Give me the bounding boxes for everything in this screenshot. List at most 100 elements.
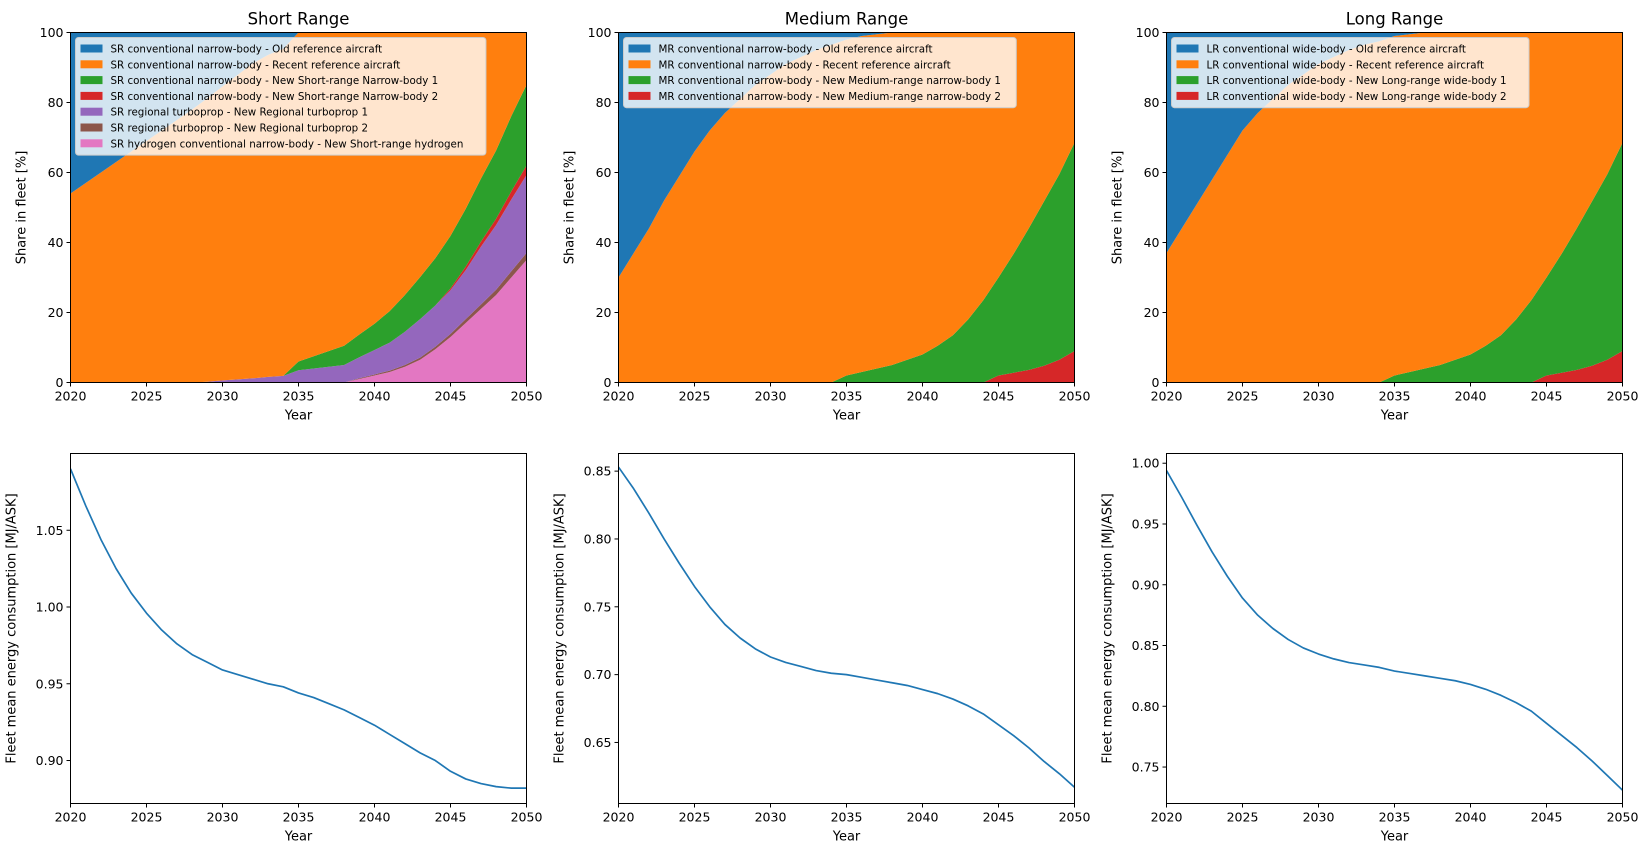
y-axis-label: Fleet mean energy consumption [MJ/ASK] xyxy=(5,493,20,763)
plot-area xyxy=(618,466,1075,788)
long-range-share-chart: 2020 2025 2030 2035 2040 2045 2050020406080100… xyxy=(1111,10,1639,424)
x-tick-label: 2040 xyxy=(1455,810,1487,825)
x-tick-label: 2035 xyxy=(831,810,863,825)
x-tick-label: 2030 xyxy=(755,810,787,825)
x-axis-label: Year xyxy=(832,830,861,845)
legend-swatch xyxy=(628,91,651,100)
y-tick-label: 20 xyxy=(48,305,64,320)
y-tick-label: 0 xyxy=(56,375,64,390)
energy-line xyxy=(1166,470,1623,791)
x-axis-label: Year xyxy=(1380,409,1409,424)
x-tick-label: 2030 xyxy=(207,389,239,404)
y-tick-label: 0.85 xyxy=(1132,638,1160,653)
y-tick-label: 0.90 xyxy=(36,753,64,768)
y-tick-label: 40 xyxy=(1144,235,1160,250)
y-tick-label: 80 xyxy=(596,95,612,110)
x-tick-label: 2035 xyxy=(831,389,863,404)
x-tick-label: 2035 xyxy=(1379,389,1411,404)
area-series-0 xyxy=(70,260,527,383)
x-tick-label: 2025 xyxy=(1227,810,1259,825)
y-tick-label: 0 xyxy=(1152,375,1160,390)
x-tick-label: 2030 xyxy=(207,810,239,825)
chart-title: Long Range xyxy=(1346,10,1443,29)
y-tick-label: 0.80 xyxy=(584,531,612,546)
plot-area xyxy=(70,468,527,789)
x-tick-label: 2040 xyxy=(907,389,939,404)
y-tick-label: 20 xyxy=(596,305,612,320)
legend-label: SR regional turboprop - New Regional tur… xyxy=(111,123,369,135)
chart-title: Short Range xyxy=(248,10,350,29)
y-axis-label: Share in fleet [%] xyxy=(1111,151,1126,265)
x-tick-label: 2045 xyxy=(983,389,1015,404)
x-tick-label: 2030 xyxy=(1303,389,1335,404)
x-tick-label: 2040 xyxy=(1455,389,1487,404)
x-tick-label: 2035 xyxy=(1379,810,1411,825)
area-series-4 xyxy=(70,85,527,383)
x-tick-label: 2020 xyxy=(1151,810,1183,825)
legend-label: SR conventional narrow-body - New Short-… xyxy=(111,75,439,87)
y-axis-label: Share in fleet [%] xyxy=(563,151,578,265)
legend-label: SR conventional narrow-body - Recent ref… xyxy=(111,59,401,71)
legend-swatch xyxy=(628,44,651,53)
y-tick-label: 80 xyxy=(1144,95,1160,110)
legend-swatch xyxy=(80,76,103,85)
x-tick-label: 2050 xyxy=(1059,389,1091,404)
x-tick-label: 2045 xyxy=(1531,810,1563,825)
y-tick-label: 0.80 xyxy=(1132,699,1160,714)
legend-swatch xyxy=(80,139,103,148)
x-tick-label: 2035 xyxy=(283,389,315,404)
legend-swatch xyxy=(1176,60,1199,69)
x-tick-label: 2025 xyxy=(679,389,711,404)
x-tick-label: 2020 xyxy=(55,810,87,825)
x-axis-label: Year xyxy=(1380,830,1409,845)
legend: LR conventional wide-body - Old referenc… xyxy=(1171,37,1530,109)
medium-range-energy-chart: 2020 2025 2030 2035 2040 2045 2050 0.65 0.70 0.75… xyxy=(553,453,1091,845)
area-series-0 xyxy=(1166,351,1623,383)
x-tick-label: 2050 xyxy=(1607,810,1639,825)
legend-swatch xyxy=(1176,76,1199,85)
legend-swatch xyxy=(1176,91,1199,100)
y-tick-label: 0 xyxy=(604,375,612,390)
plot-frame xyxy=(618,453,1075,804)
x-axis-label: Year xyxy=(832,409,861,424)
y-tick-label: 0.65 xyxy=(584,735,612,750)
y-tick-label: 60 xyxy=(1144,165,1160,180)
x-tick-label: 2025 xyxy=(679,810,711,825)
x-tick-label: 2050 xyxy=(1059,810,1091,825)
x-tick-label: 2045 xyxy=(1531,389,1563,404)
legend-label: MR conventional narrow-body - New Medium… xyxy=(659,75,1001,87)
long-range-energy-chart: 2020 2025 2030 2035 2040 2045 2050 0.75 0.80 0.85… xyxy=(1101,453,1639,845)
legend-box xyxy=(1171,37,1530,109)
legend-label: LR conventional wide-body - Recent refer… xyxy=(1207,59,1485,71)
x-axis-label: Year xyxy=(284,409,313,424)
y-tick-label: 0.70 xyxy=(584,667,612,682)
y-tick-label: 80 xyxy=(48,95,64,110)
area-series-1 xyxy=(618,142,1075,383)
x-tick-label: 2030 xyxy=(755,389,787,404)
x-tick-label: 2020 xyxy=(1151,389,1183,404)
x-tick-label: 2045 xyxy=(435,810,467,825)
legend-label: SR conventional narrow-body - Old refere… xyxy=(111,44,383,56)
legend-label: MR conventional narrow-body - New Medium… xyxy=(659,91,1001,103)
y-tick-label: 100 xyxy=(40,25,64,40)
energy-line xyxy=(618,466,1075,788)
legend-swatch xyxy=(1176,44,1199,53)
energy-line xyxy=(70,468,527,789)
y-tick-label: 0.85 xyxy=(584,464,612,479)
x-tick-label: 2020 xyxy=(55,389,87,404)
legend-label: LR conventional wide-body - New Long-ran… xyxy=(1207,75,1507,87)
short-range-energy-chart: 2020 2025 2030 2035 2040 2045 2050 0.90 0.95 1.00… xyxy=(5,453,542,845)
x-tick-label: 2040 xyxy=(359,810,391,825)
legend: MR conventional narrow-body - Old refere… xyxy=(623,37,1017,109)
x-tick-label: 2050 xyxy=(511,389,543,404)
y-tick-label: 1.00 xyxy=(1132,456,1160,471)
plot-area xyxy=(1166,470,1623,791)
y-tick-label: 40 xyxy=(596,235,612,250)
x-tick-label: 2025 xyxy=(131,389,163,404)
y-axis-label: Share in fleet [%] xyxy=(15,151,30,265)
chart-title: Medium Range xyxy=(785,10,909,29)
x-tick-label: 2020 xyxy=(603,389,635,404)
y-tick-label: 20 xyxy=(1144,305,1160,320)
y-tick-label: 0.75 xyxy=(584,599,612,614)
x-tick-label: 2030 xyxy=(1303,810,1335,825)
